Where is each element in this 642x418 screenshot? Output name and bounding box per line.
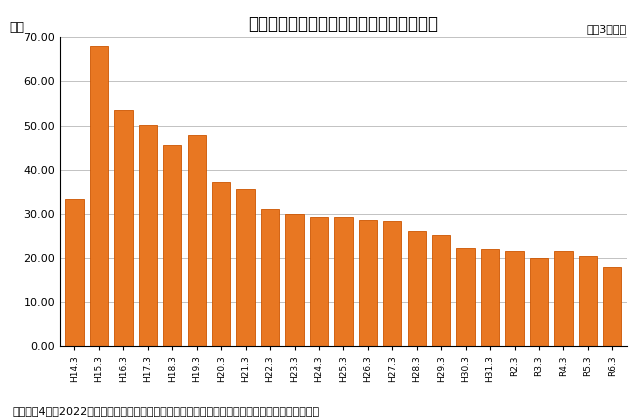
- Text: 各年3月期末: 各年3月期末: [587, 24, 627, 34]
- Bar: [310, 217, 328, 346]
- Bar: [285, 214, 304, 346]
- Bar: [456, 248, 475, 346]
- Bar: [603, 267, 621, 346]
- Bar: [236, 189, 255, 346]
- Bar: [359, 220, 377, 346]
- Bar: [578, 256, 597, 346]
- Y-axis label: 億円: 億円: [10, 21, 25, 34]
- Bar: [481, 249, 499, 346]
- Bar: [530, 257, 548, 346]
- Title: （株）ファンケル発芽米事業売上高の推移: （株）ファンケル発芽米事業売上高の推移: [248, 15, 438, 33]
- Bar: [212, 183, 230, 346]
- Bar: [505, 251, 524, 346]
- Bar: [90, 46, 108, 346]
- Bar: [408, 231, 426, 346]
- Bar: [261, 209, 279, 346]
- Text: 注）令和4年（2022）３月期から会計基準を変更しているため、前期までとの単純比較ができない: 注）令和4年（2022）３月期から会計基準を変更しているため、前期までとの単純比…: [13, 406, 320, 416]
- Bar: [114, 110, 132, 346]
- Bar: [163, 145, 182, 346]
- Bar: [554, 251, 573, 346]
- Bar: [139, 125, 157, 346]
- Bar: [334, 217, 352, 346]
- Bar: [187, 135, 206, 346]
- Bar: [65, 199, 83, 346]
- Bar: [383, 221, 401, 346]
- Bar: [432, 235, 451, 346]
